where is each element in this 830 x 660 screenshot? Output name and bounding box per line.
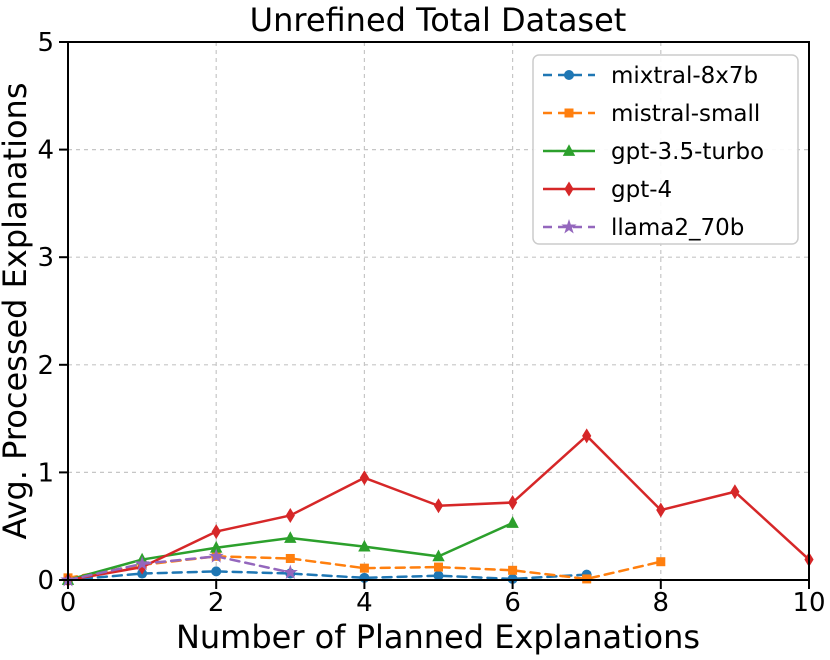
legend: mixtral-8x7b mistral-small gpt-3.5-turbo gp… — [532, 54, 799, 245]
marker-star — [282, 564, 298, 579]
marker-circle — [211, 566, 222, 577]
marker-diamond — [211, 524, 221, 540]
chart-title: Unrefined Total Dataset — [250, 1, 627, 39]
y-tick-label: 4 — [37, 136, 54, 166]
marker-diamond — [656, 502, 666, 518]
marker-triangle — [284, 531, 297, 543]
marker-square — [508, 565, 518, 575]
marker-square — [564, 108, 574, 118]
y-tick-label: 3 — [37, 243, 54, 273]
y-tick-label: 5 — [37, 28, 54, 58]
legend-box — [532, 54, 799, 245]
marker-square — [582, 574, 592, 584]
legend-label: mixtral-8x7b — [611, 63, 758, 89]
legend-label: gpt-3.5-turbo — [611, 139, 764, 165]
y-tick-label: 1 — [37, 458, 54, 488]
x-tick-label: 0 — [60, 588, 77, 618]
x-tick-label: 10 — [792, 588, 825, 618]
y-axis-label: Avg. Processed Explanations — [0, 83, 34, 540]
legend-entry-mistral-small: mistral-small — [543, 101, 760, 127]
y-tick-label: 2 — [37, 351, 54, 381]
series-line — [66, 555, 292, 582]
axes-layer — [67, 41, 810, 581]
series-layer — [60, 428, 814, 588]
marker-square — [285, 553, 295, 563]
marker-diamond — [582, 428, 592, 444]
marker-triangle — [210, 540, 223, 553]
x-tick-label: 6 — [504, 588, 521, 618]
marker-square — [434, 562, 443, 572]
y-tick-label: 0 — [37, 566, 54, 596]
marker-diamond — [730, 484, 740, 500]
marker-star — [208, 548, 224, 563]
marker-square — [359, 563, 369, 573]
plot-border — [67, 41, 810, 581]
marker-star — [134, 555, 150, 571]
legend-label: gpt-4 — [611, 177, 672, 203]
legend-label: mistral-small — [611, 101, 760, 127]
marker-star — [561, 219, 577, 234]
marker-diamond — [564, 181, 574, 197]
x-tick-label: 2 — [208, 588, 225, 618]
marker-diamond — [359, 470, 369, 486]
x-axis-label: Number of Planned Explanations — [176, 618, 700, 656]
marker-triangle — [358, 539, 371, 552]
marker-circle — [507, 573, 518, 584]
series-gpt-4 — [63, 428, 814, 588]
legend-entry-llama2_70b: llama2_70b — [543, 215, 744, 241]
legend-label: llama2_70b — [611, 215, 744, 241]
series-line — [66, 555, 663, 581]
x-tick-label: 4 — [356, 588, 373, 618]
x-tick-label: 8 — [653, 588, 670, 618]
series-line — [66, 570, 588, 582]
marker-circle — [433, 570, 444, 581]
marker-triangle — [432, 549, 445, 562]
marker-diamond — [508, 495, 518, 511]
legend-entry-gpt-4: gpt-4 — [543, 177, 672, 203]
marker-diamond — [285, 507, 295, 523]
marker-circle — [564, 70, 574, 80]
marker-triangle — [562, 144, 576, 156]
legend-entry-gpt-3.5-turbo: gpt-3.5-turbo — [543, 139, 764, 165]
legend-entry-mixtral-8x7b: mixtral-8x7b — [543, 63, 758, 89]
marker-triangle — [506, 516, 519, 528]
marker-square — [656, 557, 666, 567]
ticks-layer: 0 2 4 6 8 10 0 1 2 3 4 5 — [37, 28, 825, 618]
marker-diamond — [433, 498, 444, 514]
